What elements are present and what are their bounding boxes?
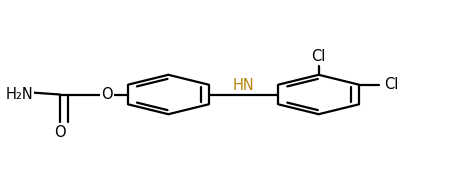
Text: Cl: Cl — [311, 49, 325, 64]
Text: HN: HN — [232, 78, 254, 93]
Text: H₂N: H₂N — [6, 87, 33, 102]
Text: O: O — [54, 125, 66, 140]
Text: Cl: Cl — [383, 77, 398, 92]
Text: O: O — [101, 87, 112, 102]
